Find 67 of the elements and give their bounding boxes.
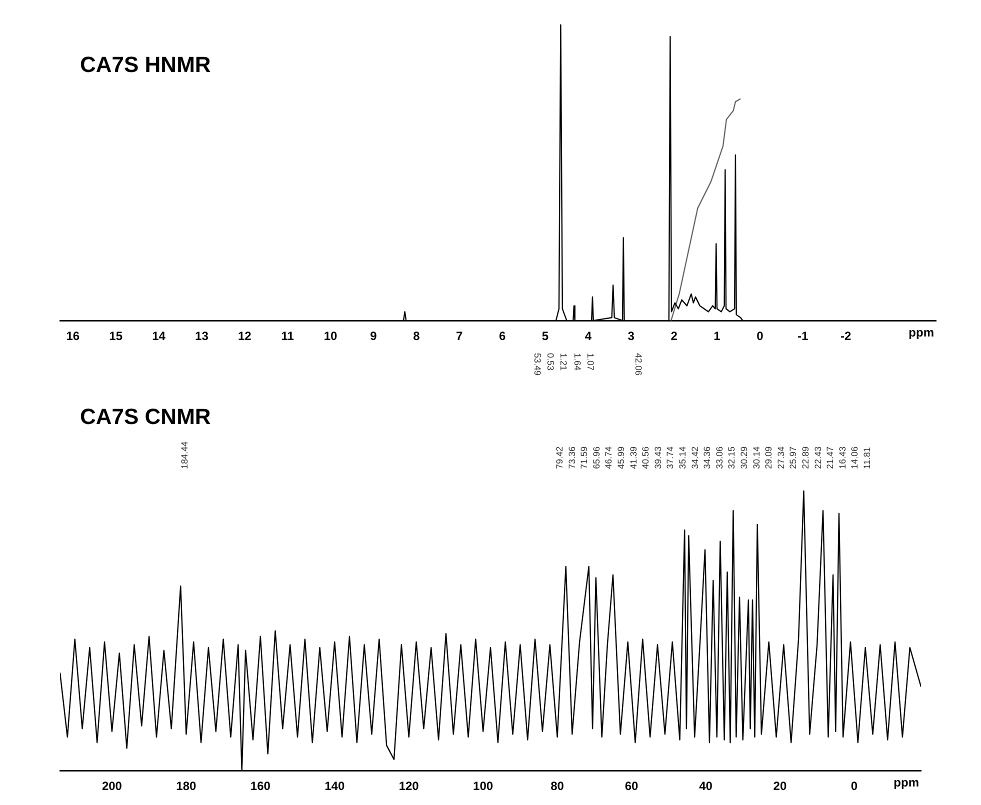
text: 39.43 xyxy=(652,446,663,469)
text: 25.97 xyxy=(788,446,798,469)
text: 22.89 xyxy=(800,446,810,469)
x-tick-label: 20 xyxy=(773,779,787,794)
text: 65.96 xyxy=(591,446,602,469)
text: 1.21 xyxy=(558,353,569,371)
x-tick-label: 6 xyxy=(498,329,506,344)
x-tick-label: 1 xyxy=(714,329,721,344)
x-tick-label: 10 xyxy=(324,329,338,344)
x-tick-label: 12 xyxy=(238,329,252,344)
x-axis-title: ppm xyxy=(894,775,919,790)
x-tick-label: -2 xyxy=(840,329,852,344)
x-tick-label: 160 xyxy=(250,779,271,794)
text: 73.36 xyxy=(566,446,577,469)
text: 40.56 xyxy=(640,446,651,469)
text: 35.14 xyxy=(677,446,688,469)
x-tick-label: 15 xyxy=(109,329,123,344)
x-tick-label: 7 xyxy=(456,329,464,344)
chart-title: CA7S CNMR xyxy=(80,404,211,430)
x-tick-label: 16 xyxy=(66,329,80,344)
x-tick-label: 5 xyxy=(542,329,549,344)
text: 30.14 xyxy=(751,446,762,469)
x-tick-label: 8 xyxy=(413,329,420,344)
text: CA7S HNMR xyxy=(80,52,211,78)
x-tick-label: 200 xyxy=(102,779,122,794)
text: 22.43 xyxy=(812,446,823,469)
text: 46.74 xyxy=(604,446,614,469)
x-tick-label: 40 xyxy=(699,779,713,794)
x-tick-label: 11 xyxy=(281,329,294,344)
x-tick-label: 80 xyxy=(550,779,564,794)
x-tick-label: 0 xyxy=(756,329,764,344)
x-tick-label: -1 xyxy=(798,329,809,344)
x-tick-label: 3 xyxy=(628,329,635,344)
text: 34.42 xyxy=(690,446,700,469)
text: 21.47 xyxy=(825,446,836,469)
x-tick-label: 0 xyxy=(850,779,858,794)
x-tick-label: 9 xyxy=(370,329,378,344)
text: 53.49 xyxy=(532,353,543,376)
text: 14.06 xyxy=(850,446,860,469)
text: 41.39 xyxy=(628,446,638,469)
text: 27.34 xyxy=(776,446,786,469)
text: 11.81 xyxy=(862,447,872,469)
text: 79.42 xyxy=(554,446,564,469)
text: 0.53 xyxy=(546,353,556,371)
text: 45.99 xyxy=(616,446,626,469)
x-axis-title: ppm xyxy=(908,325,934,340)
text: 16.43 xyxy=(837,446,848,469)
text: 42.06 xyxy=(634,353,644,376)
text: 33.06 xyxy=(714,446,724,469)
x-tick-label: 180 xyxy=(176,779,197,794)
x-tick-label: 14 xyxy=(152,329,166,344)
text: 71.59 xyxy=(579,446,590,469)
x-tick-label: 4 xyxy=(584,329,592,344)
text: 29.09 xyxy=(764,446,774,469)
x-tick-label: 100 xyxy=(473,779,494,794)
text: 1.07 xyxy=(586,353,596,371)
x-tick-label: 13 xyxy=(195,329,209,344)
text: 30.29 xyxy=(738,446,749,469)
text: 184.44 xyxy=(179,441,190,469)
x-tick-label: 60 xyxy=(624,779,639,794)
text: 1.64 xyxy=(572,353,583,371)
x-tick-label: 120 xyxy=(398,779,420,794)
text: 32.15 xyxy=(726,446,737,469)
x-tick-label: 140 xyxy=(324,779,345,794)
text: 34.36 xyxy=(702,446,712,469)
text: 37.74 xyxy=(665,446,676,469)
x-tick-label: 2 xyxy=(670,329,678,344)
